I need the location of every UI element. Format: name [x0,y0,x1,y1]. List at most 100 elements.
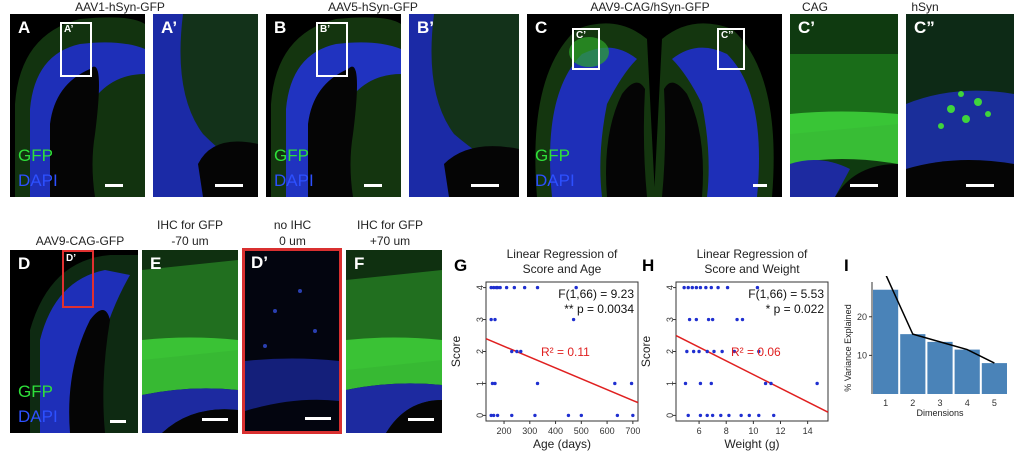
stain-gfp-label: GFP [274,146,309,165]
inset-label-c1: C’ [576,30,586,41]
panel-label-h: H [642,256,655,275]
scale-bar [966,184,994,187]
tissue-zoom-b [409,14,519,197]
data-point [686,285,690,290]
panel-label-c3: C” [914,18,935,37]
data-point [698,285,703,290]
panel-label-a: A [18,18,31,37]
bar [873,289,899,394]
bar [900,334,926,394]
title-aav9: AAV9-CAG/hSyn-GFP [590,0,710,14]
title-d: AAV9-CAG-GFP [35,234,125,248]
tissue-section-a [15,17,145,197]
x-tick-label: 3 [937,398,942,408]
data-point [694,317,699,322]
data-point [574,285,578,290]
stats-f: F(1,66) = 5.53 [748,287,824,301]
inset-box-c2 [717,28,745,70]
y-tick-label: 2 [665,349,675,354]
x-axis-label: Weight (g) [724,437,779,451]
title-hsyn: hSyn [911,0,939,14]
inset-label-c2: C’’ [721,30,734,41]
data-point [535,285,540,290]
x-tick-label: 8 [724,426,729,436]
title-d2-line1: no IHC [273,218,312,232]
data-point [515,349,519,354]
y-tick-label: 3 [665,317,675,322]
inset-label-b: B’ [320,24,330,35]
title-f-line2: +70 um [369,234,411,248]
data-point [615,413,620,418]
data-point [686,413,690,418]
y-tick-label: 3 [475,317,485,322]
panel-a-image: A’ A GFP DAPI [10,14,145,197]
title-f-line1: IHC for GFP [356,218,423,232]
panel-label-d: D [18,254,31,273]
scale-bar [202,418,228,421]
chart-subtitle: Score and Weight [704,262,800,276]
data-point [519,349,523,354]
chart-subtitle: Score and Age [523,262,602,276]
stats-p: * p = 0.022 [766,302,825,316]
data-point [489,317,493,322]
panel-label-e: E [150,254,162,273]
data-point [631,413,635,418]
y-tick-label: 0 [665,413,675,418]
panel-d2-image: D’ [242,248,342,434]
data-point [727,413,731,418]
scale-bar [105,184,123,187]
regression-line [675,334,829,413]
data-point [495,285,500,290]
data-point [691,349,696,354]
scale-bar [364,184,382,187]
x-tick-label: 2 [910,398,915,408]
stain-dapi-label: DAPI [18,171,58,190]
data-point [716,285,720,290]
scale-bar [408,418,434,421]
data-point [725,285,730,290]
data-point [720,349,724,354]
inset-label-a: A’ [64,24,74,35]
panel-label-d2: D’ [251,253,268,272]
x-tick-label: 14 [803,426,813,436]
tissue-zoom-c-hsyn [906,14,1014,197]
chart-title: Linear Regression of [697,247,808,261]
data-point [687,317,692,322]
data-point [772,413,776,418]
y-tick-label: 1 [665,381,675,386]
panel-label-g: G [454,256,468,275]
panel-b2-image: B’ [409,14,519,197]
x-axis-label: Age (days) [533,437,591,451]
tissue-section-b [271,17,401,197]
stats-r2: R² = 0.11 [541,345,590,359]
data-point [495,413,500,418]
panel-label-f: F [354,254,365,273]
bar [927,341,953,394]
tissue-ihc-f [346,250,442,433]
stats-p: ** p = 0.0034 [564,302,634,316]
x-tick-label: 400 [548,426,563,436]
data-point [694,285,699,290]
data-point [490,381,495,386]
y-tick-label: 2 [475,349,485,354]
data-point [735,317,739,322]
scale-bar [110,420,126,423]
data-point [690,285,694,290]
data-point [739,413,743,418]
panel-label-c: C [535,18,548,37]
stats-f: F(1,66) = 9.23 [558,287,634,301]
data-point [533,413,537,418]
title-e-line1: IHC for GFP [156,218,223,232]
title-aav5: AAV5-hSyn-GFP [328,0,418,14]
data-point [755,285,760,290]
tissue-section-d [30,255,138,433]
tissue-ihc-e [142,250,238,433]
data-point [709,381,713,386]
x-tick-label: 300 [522,426,537,436]
x-tick-label: 12 [775,426,785,436]
stats-r2: R² = 0.06 [731,345,781,359]
data-point [712,349,716,354]
data-point [683,381,688,386]
